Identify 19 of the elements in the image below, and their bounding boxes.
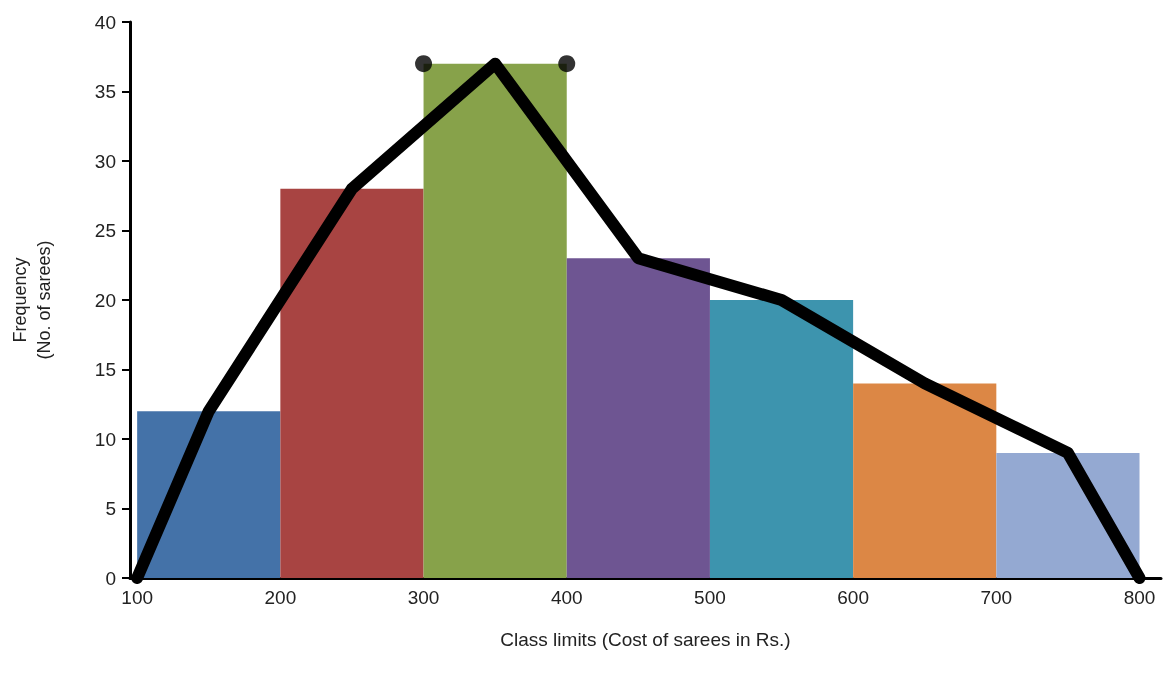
y-tick-label: 20 bbox=[94, 289, 116, 311]
x-tick-label: 600 bbox=[837, 587, 869, 608]
x-tick-label: 200 bbox=[264, 587, 297, 608]
x-tick-label: 400 bbox=[550, 587, 583, 608]
y-tick-label: 40 bbox=[94, 11, 116, 33]
x-tick-label: 700 bbox=[980, 587, 1013, 608]
x-tick-label: 800 bbox=[1123, 587, 1156, 608]
y-axis-title: Frequency (No. of sarees) bbox=[10, 240, 54, 360]
y-tick-label: 0 bbox=[105, 567, 116, 589]
y-tick-label: 30 bbox=[94, 150, 116, 172]
y-tick-label: 15 bbox=[94, 359, 116, 380]
x-tick-label: 100 bbox=[121, 587, 154, 608]
y-tick-label: 10 bbox=[94, 428, 116, 450]
y-tick-label: 35 bbox=[94, 81, 116, 102]
y-tick-label: 5 bbox=[105, 498, 116, 519]
x-tick-label: 300 bbox=[407, 587, 440, 608]
x-tick-label: 500 bbox=[694, 587, 726, 608]
y-tick-label: 25 bbox=[94, 220, 116, 241]
x-axis-title: Class limits (Cost of sarees in Rs.) bbox=[500, 629, 791, 650]
